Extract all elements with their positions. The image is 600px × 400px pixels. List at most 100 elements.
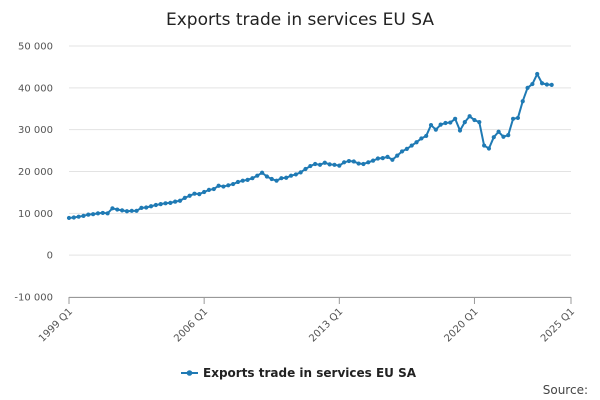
legend-item-exports-trade-in-services[interactable]: Exports trade in services EU SA — [203, 366, 417, 380]
data-point — [491, 135, 496, 140]
y-tick-label: 40 000 — [18, 83, 53, 94]
data-point — [327, 162, 332, 167]
data-point — [472, 117, 477, 123]
data-point — [124, 209, 130, 214]
data-point — [250, 176, 255, 181]
data-point — [462, 120, 467, 125]
data-point — [120, 208, 125, 213]
data-point — [337, 163, 342, 168]
data-point — [187, 193, 192, 198]
y-tick-label: 30 000 — [18, 125, 53, 136]
data-point — [419, 136, 424, 141]
data-point — [380, 156, 385, 161]
data-point — [544, 82, 549, 87]
axes — [68, 297, 572, 304]
data-point — [288, 173, 294, 178]
x-tick-label: 2013 Q1 — [307, 306, 345, 344]
data-point — [66, 215, 72, 221]
x-tick-label: 2025 Q1 — [539, 306, 577, 344]
data-point — [409, 143, 414, 148]
data-point — [496, 129, 501, 134]
data-point — [110, 206, 115, 211]
data-point — [235, 179, 241, 185]
data-point — [515, 115, 521, 121]
data-point — [346, 158, 352, 164]
data-point — [269, 176, 274, 182]
y-axis-tick-labels: 50 000 40 000 30 000 20 000 10 000 0 -10 000 — [14, 42, 53, 304]
x-tick-label: 2020 Q1 — [442, 306, 480, 344]
data-point — [313, 161, 318, 167]
y-tick-label: 0 — [47, 251, 53, 262]
data-point — [226, 183, 231, 188]
data-point — [356, 161, 361, 166]
data-point — [264, 174, 269, 179]
x-axis-tick-labels: 1999 Q1 2006 Q1 2013 Q1 2020 Q1 2025 Q1 — [37, 306, 577, 344]
data-point — [221, 184, 226, 189]
data-point — [308, 163, 313, 169]
gridlines — [69, 45, 571, 298]
data-point — [501, 134, 506, 139]
data-point — [100, 210, 105, 216]
data-point — [414, 140, 419, 145]
data-point — [342, 160, 347, 165]
data-point — [293, 172, 298, 177]
data-point — [298, 170, 303, 175]
data-point — [255, 173, 260, 178]
data-point — [375, 156, 381, 161]
legend-marker — [186, 370, 193, 376]
data-point — [158, 202, 163, 207]
data-point — [535, 71, 540, 77]
data-point — [317, 162, 323, 167]
data-point — [274, 178, 279, 183]
data-point — [231, 181, 236, 187]
data-point — [303, 166, 308, 172]
data-point — [139, 205, 144, 210]
data-point — [332, 162, 337, 167]
data-point — [105, 211, 110, 216]
data-point — [134, 208, 139, 213]
data-point — [192, 191, 197, 196]
y-tick-label: 20 000 — [18, 167, 53, 178]
data-point — [477, 120, 482, 125]
data-point — [520, 99, 525, 104]
data-point — [486, 146, 492, 151]
data-point — [284, 175, 289, 180]
data-point — [76, 214, 81, 219]
data-point — [453, 116, 458, 121]
data-point — [448, 120, 453, 125]
data-point — [245, 177, 250, 182]
data-point — [549, 82, 554, 88]
data-point — [144, 205, 149, 210]
data-point — [366, 160, 371, 165]
data-point — [510, 116, 516, 121]
data-point — [433, 127, 438, 132]
data-point — [525, 85, 530, 90]
y-tick-label: 10 000 — [18, 209, 53, 220]
x-tick-label: 1999 Q1 — [37, 306, 75, 344]
legend[interactable]: Exports trade in services EU SA — [181, 366, 417, 380]
data-point — [404, 146, 409, 152]
data-point — [482, 143, 487, 148]
data-point — [438, 122, 443, 127]
data-point — [506, 133, 511, 138]
x-tick-label: 2006 Q1 — [172, 306, 210, 344]
data-point — [71, 215, 76, 220]
data-point — [279, 176, 284, 181]
y-tick-label: -10 000 — [14, 293, 53, 304]
data-point — [182, 195, 187, 200]
data-point — [467, 114, 472, 119]
data-point — [371, 158, 376, 163]
data-point — [530, 81, 535, 87]
data-point — [216, 183, 221, 188]
data-point — [153, 202, 158, 208]
series-exports-trade-in-services — [66, 71, 554, 221]
data-point — [385, 154, 390, 159]
data-point — [177, 198, 183, 203]
data-point — [206, 187, 212, 193]
source-label: Source: — [543, 383, 588, 397]
data-point — [361, 161, 366, 167]
data-point — [428, 122, 434, 128]
data-point — [148, 204, 154, 209]
data-point — [86, 212, 91, 217]
